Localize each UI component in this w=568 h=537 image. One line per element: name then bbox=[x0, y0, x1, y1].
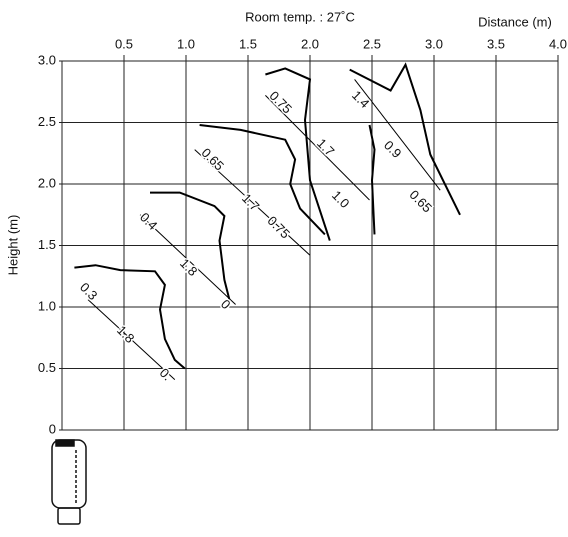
chart-title: Room temp. : 27˚C bbox=[245, 9, 355, 24]
annotation: 0. bbox=[157, 365, 175, 383]
unit-icon bbox=[51, 439, 87, 525]
contour-line bbox=[194, 149, 311, 256]
x-tick-label: 0.5 bbox=[115, 36, 133, 51]
y-tick-label: 3.0 bbox=[38, 52, 56, 67]
annotation: 0.65 bbox=[198, 145, 227, 174]
y-tick-label: 0.5 bbox=[38, 360, 56, 375]
annotation: 0.75 bbox=[266, 88, 295, 117]
annotation: 0.9 bbox=[381, 138, 404, 161]
x-tick-label: 4.0 bbox=[549, 36, 567, 51]
contour-line bbox=[139, 214, 236, 305]
y-axis-label: Height (m) bbox=[5, 215, 20, 276]
annotation: 0 bbox=[218, 296, 234, 312]
annotation: 1.8 bbox=[177, 256, 200, 279]
contour-line bbox=[199, 124, 326, 236]
x-axis-label: Distance (m) bbox=[478, 14, 552, 29]
contour-line bbox=[150, 191, 231, 300]
contour-line bbox=[265, 67, 331, 241]
y-tick-label: 1.5 bbox=[38, 237, 56, 252]
y-tick-label: 2.5 bbox=[38, 114, 56, 129]
y-tick-label: 0 bbox=[49, 421, 56, 436]
contour-line bbox=[368, 124, 376, 235]
annotation: 1.0 bbox=[329, 188, 352, 211]
x-tick-label: 2.5 bbox=[363, 36, 381, 51]
y-tick-label: 2.0 bbox=[38, 175, 56, 190]
annotation: 0.4 bbox=[137, 210, 160, 233]
contour-line bbox=[354, 79, 441, 191]
x-tick-label: 2.0 bbox=[301, 36, 319, 51]
contour-line bbox=[349, 62, 461, 216]
annotation: 0.65 bbox=[406, 187, 435, 216]
contour-line bbox=[74, 264, 186, 370]
x-tick-label: 3.5 bbox=[487, 36, 505, 51]
x-tick-label: 1.5 bbox=[239, 36, 257, 51]
y-tick-label: 1.0 bbox=[38, 298, 56, 313]
contour-line bbox=[87, 299, 176, 380]
x-tick-label: 3.0 bbox=[425, 36, 443, 51]
annotation: 1.4 bbox=[349, 88, 372, 111]
annotation: 1.7 bbox=[314, 136, 337, 159]
contour-line bbox=[265, 95, 370, 201]
annotation: 0.3 bbox=[77, 280, 100, 303]
x-tick-label: 1.0 bbox=[177, 36, 195, 51]
